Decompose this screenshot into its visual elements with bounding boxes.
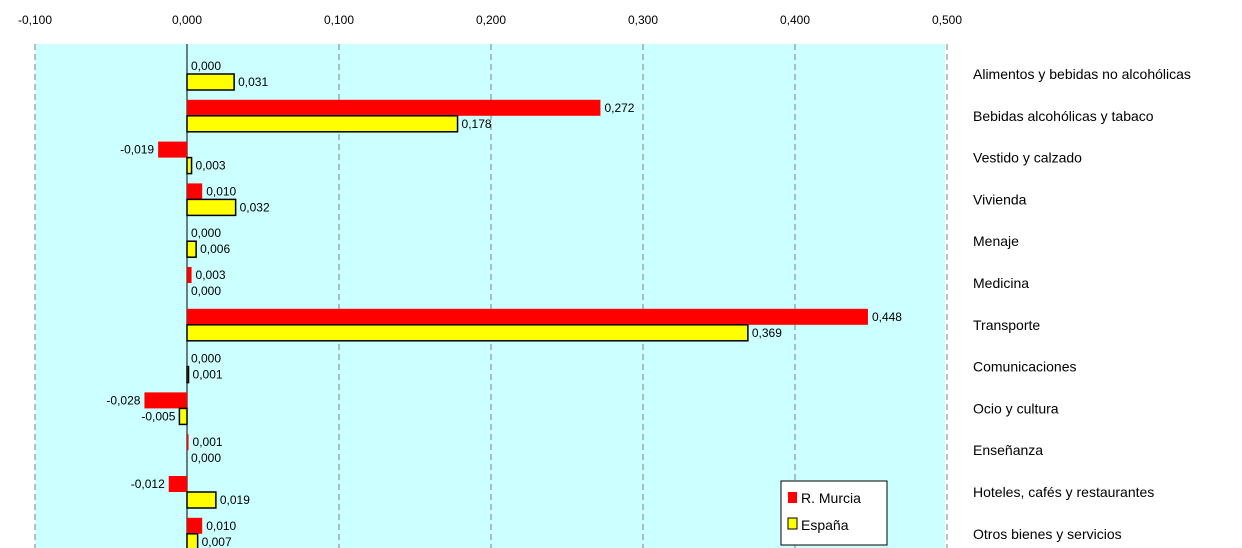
bar-r-murcia bbox=[187, 267, 192, 283]
legend: R. Murcia España bbox=[780, 480, 888, 546]
data-label-r-murcia: 0,010 bbox=[206, 519, 236, 533]
bar-espana bbox=[186, 115, 459, 133]
data-label-espana: 0,000 bbox=[191, 284, 221, 298]
bar-espana bbox=[186, 324, 749, 342]
bar-r-murcia bbox=[168, 476, 187, 492]
bar-espana bbox=[186, 240, 197, 258]
bar-r-murcia bbox=[158, 141, 187, 158]
data-label-r-murcia: 0,000 bbox=[191, 352, 221, 366]
data-label-r-murcia: 0,001 bbox=[193, 435, 223, 449]
bar-r-murcia bbox=[187, 183, 203, 200]
bar-espana bbox=[186, 156, 193, 175]
data-label-r-murcia: 0,000 bbox=[191, 59, 221, 73]
data-label-espana: 0,178 bbox=[462, 117, 492, 131]
data-label-espana: 0,006 bbox=[200, 242, 230, 256]
category-label: Hoteles, cafés y restaurantes bbox=[973, 484, 1154, 500]
data-label-r-murcia: 0,000 bbox=[191, 226, 221, 240]
legend-swatch-r-murcia bbox=[788, 492, 797, 503]
bar-r-murcia bbox=[187, 517, 203, 534]
legend-label-r-murcia: R. Murcia bbox=[801, 490, 861, 506]
x-tick-label: 0,200 bbox=[476, 13, 506, 27]
category-label: Ocio y cultura bbox=[973, 400, 1059, 416]
category-label: Vestido y calzado bbox=[973, 150, 1082, 166]
data-label-espana: 0,019 bbox=[220, 493, 250, 507]
bar-espana bbox=[186, 533, 199, 548]
data-label-espana: -0,005 bbox=[141, 409, 175, 423]
legend-label-espana: España bbox=[801, 517, 849, 533]
legend-box bbox=[780, 480, 888, 546]
data-label-r-murcia: 0,010 bbox=[206, 184, 236, 198]
data-label-r-murcia: 0,272 bbox=[604, 101, 634, 115]
x-tick-label: 0,500 bbox=[932, 13, 962, 27]
data-label-r-murcia: 0,003 bbox=[196, 268, 226, 282]
category-label: Enseñanza bbox=[973, 442, 1043, 458]
category-label: Bebidas alcohólicas y tabaco bbox=[973, 108, 1154, 124]
x-tick-label: 0,300 bbox=[628, 13, 658, 27]
bar-espana bbox=[178, 407, 188, 426]
category-label: Transporte bbox=[973, 317, 1040, 333]
category-label: Otros bienes y servicios bbox=[973, 526, 1122, 542]
bar-espana bbox=[186, 198, 237, 217]
x-tick-label: -0,100 bbox=[18, 13, 52, 27]
category-label: Medicina bbox=[973, 275, 1029, 291]
category-label: Menaje bbox=[973, 233, 1019, 249]
data-label-espana: 0,003 bbox=[196, 159, 226, 173]
legend-swatch-espana bbox=[787, 517, 798, 530]
category-label: Comunicaciones bbox=[973, 359, 1077, 375]
bar-r-murcia bbox=[144, 392, 187, 409]
bar-espana bbox=[186, 73, 235, 91]
data-label-r-murcia: -0,019 bbox=[120, 143, 154, 157]
data-label-espana: 0,031 bbox=[238, 75, 268, 89]
x-tick-label: 0,100 bbox=[324, 13, 354, 27]
bar-r-murcia bbox=[187, 434, 189, 451]
category-label: Vivienda bbox=[973, 191, 1027, 207]
bar-espana bbox=[186, 491, 217, 509]
data-label-espana: 0,032 bbox=[240, 200, 270, 214]
data-label-r-murcia: -0,028 bbox=[106, 393, 140, 407]
data-label-espana: 0,369 bbox=[752, 326, 782, 340]
bar-espana bbox=[186, 365, 190, 384]
data-label-espana: 0,007 bbox=[202, 535, 232, 548]
data-label-espana: 0,001 bbox=[193, 368, 223, 382]
data-label-r-murcia: -0,012 bbox=[131, 477, 165, 491]
data-label-espana: 0,000 bbox=[191, 451, 221, 465]
category-label: Alimentos y bebidas no alcohólicas bbox=[973, 66, 1191, 82]
x-tick-label: 0,400 bbox=[780, 13, 810, 27]
bar-r-murcia bbox=[187, 308, 868, 325]
bar-r-murcia bbox=[187, 99, 601, 116]
data-label-r-murcia: 0,448 bbox=[872, 310, 902, 324]
x-tick-label: 0,000 bbox=[172, 13, 202, 27]
